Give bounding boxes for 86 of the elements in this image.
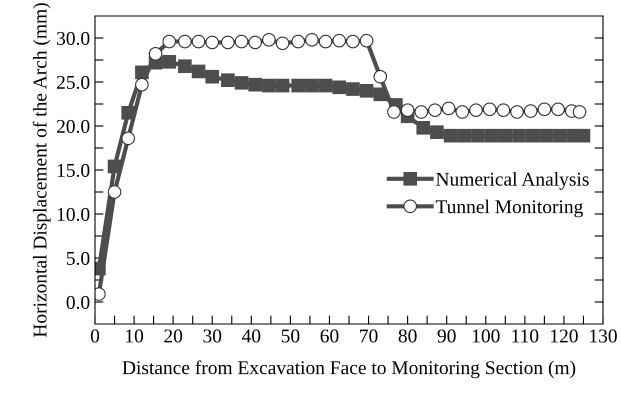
point	[484, 128, 498, 142]
point	[482, 102, 496, 116]
point	[162, 34, 176, 48]
point	[540, 128, 554, 142]
point	[414, 105, 428, 119]
point	[192, 34, 206, 48]
point	[178, 34, 192, 48]
x-tick-label: 100	[472, 329, 500, 343]
point	[262, 78, 276, 92]
y-tick-label: 15.0	[58, 164, 90, 178]
point	[192, 64, 206, 78]
x-tick-label: 130	[590, 329, 617, 343]
point	[291, 78, 306, 92]
point	[400, 103, 414, 117]
point	[305, 78, 319, 92]
point	[444, 128, 458, 142]
point	[553, 128, 567, 142]
point	[234, 34, 248, 48]
point	[248, 78, 262, 92]
point	[205, 36, 220, 50]
point	[498, 128, 512, 142]
point	[318, 78, 332, 92]
point	[387, 105, 401, 119]
y-tick-label: 5.0	[66, 252, 90, 266]
point	[346, 34, 360, 48]
x-tick-label: 90	[438, 329, 456, 343]
point	[510, 105, 524, 119]
point	[291, 34, 306, 48]
x-tick-label: 20	[164, 329, 182, 343]
point	[456, 105, 470, 119]
point	[524, 104, 538, 118]
point	[205, 70, 220, 84]
y-tick-label: 20.0	[56, 120, 90, 134]
point	[442, 102, 456, 116]
y-tick-label: 10.0	[58, 208, 90, 222]
y-tick-label: 0.0	[66, 296, 90, 310]
point	[262, 32, 276, 47]
x-tick-label: 30	[203, 329, 222, 343]
point	[346, 82, 360, 96]
point	[221, 36, 235, 50]
point	[148, 47, 162, 61]
point	[576, 128, 590, 142]
point	[318, 34, 332, 48]
point	[526, 128, 540, 142]
point	[221, 73, 235, 88]
point	[551, 102, 565, 116]
y-tick-label: 30.0	[57, 32, 90, 46]
y-axis-title: Horizontal Displacement of the Arch (mm)	[32, 3, 51, 338]
point	[276, 78, 290, 92]
point	[512, 128, 526, 142]
point	[430, 125, 444, 139]
x-tick-label: 70	[360, 329, 378, 343]
x-tick-label: 80	[398, 329, 417, 343]
point	[469, 103, 483, 117]
x-tick-label: 110	[512, 329, 538, 343]
point	[162, 54, 176, 69]
point	[373, 70, 388, 84]
x-tick-label: 40	[242, 329, 260, 343]
point	[538, 102, 552, 116]
point	[234, 76, 248, 90]
x-tick-label: 120	[551, 329, 578, 343]
legend-label: Tunnel Monitoring	[436, 200, 583, 218]
point	[332, 80, 346, 94]
point	[135, 78, 149, 92]
point	[457, 128, 472, 142]
point	[572, 105, 586, 119]
x-axis-title: Distance from Excavation Face to Monitoring Section (m)	[122, 360, 576, 378]
x-tick-label: 10	[126, 329, 144, 343]
x-tick-label: 50	[282, 329, 300, 343]
point	[360, 84, 374, 98]
point	[360, 34, 374, 48]
legend-label: Numerical Analysis	[436, 172, 589, 190]
point	[471, 128, 485, 142]
point	[121, 132, 136, 146]
point	[248, 36, 262, 50]
point	[428, 103, 442, 117]
point	[416, 120, 430, 135]
point	[496, 103, 510, 117]
x-tick-label: 0	[90, 329, 100, 343]
x-tick-label: 60	[320, 329, 338, 343]
point	[276, 36, 290, 50]
point	[305, 32, 319, 47]
y-tick-label: 25.0	[56, 76, 90, 90]
point	[108, 185, 122, 199]
point	[178, 59, 192, 73]
point	[332, 34, 346, 48]
